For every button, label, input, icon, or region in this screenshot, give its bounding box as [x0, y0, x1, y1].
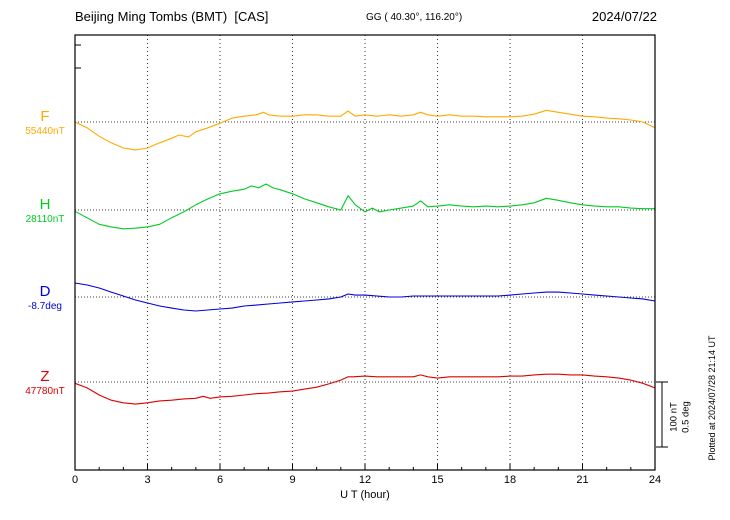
trace-F	[74, 109, 656, 151]
x-tick-label-15: 15	[431, 474, 444, 486]
series-baseline-value-D: -8.7deg	[28, 301, 62, 312]
x-tick-label-21: 21	[576, 474, 589, 486]
plot-border	[74, 34, 656, 471]
plot-date: 2024/07/22	[591, 9, 657, 24]
trace-Z	[74, 373, 656, 405]
scale-bar-label-nt: 100 nT	[668, 402, 680, 432]
x-tick-label-24: 24	[648, 474, 662, 486]
x-tick-label-6: 6	[216, 474, 224, 486]
station-coordinates: GG ( 40.30°, 116.20°)	[366, 12, 463, 23]
trace-D	[74, 282, 656, 312]
x-tick-label-18: 18	[503, 474, 517, 486]
scale-bar-label-deg: 0.5 deg	[680, 401, 692, 433]
trace-H	[74, 183, 656, 230]
series-letter-Z: Z	[40, 368, 50, 385]
plotted-timestamp-note: Plotted at 2024/07/28 21:14 UT	[707, 335, 717, 461]
x-axis-label: U T (hour)	[340, 489, 390, 501]
x-tick-label-9: 9	[289, 474, 296, 486]
x-tick-label-0: 0	[71, 474, 79, 486]
series-baseline-value-H: 28110nT	[25, 214, 65, 225]
series-baseline-value-Z: 47780nT	[25, 386, 65, 397]
station-title: Beijing Ming Tombs (BMT) [CAS]	[75, 9, 269, 24]
series-baseline-value-F: 55440nT	[25, 126, 65, 137]
series-letter-H: H	[39, 196, 51, 213]
x-tick-label-12: 12	[358, 474, 372, 486]
x-tick-label-3: 3	[144, 474, 151, 486]
series-letter-F: F	[40, 108, 50, 125]
series-letter-D: D	[39, 283, 51, 300]
